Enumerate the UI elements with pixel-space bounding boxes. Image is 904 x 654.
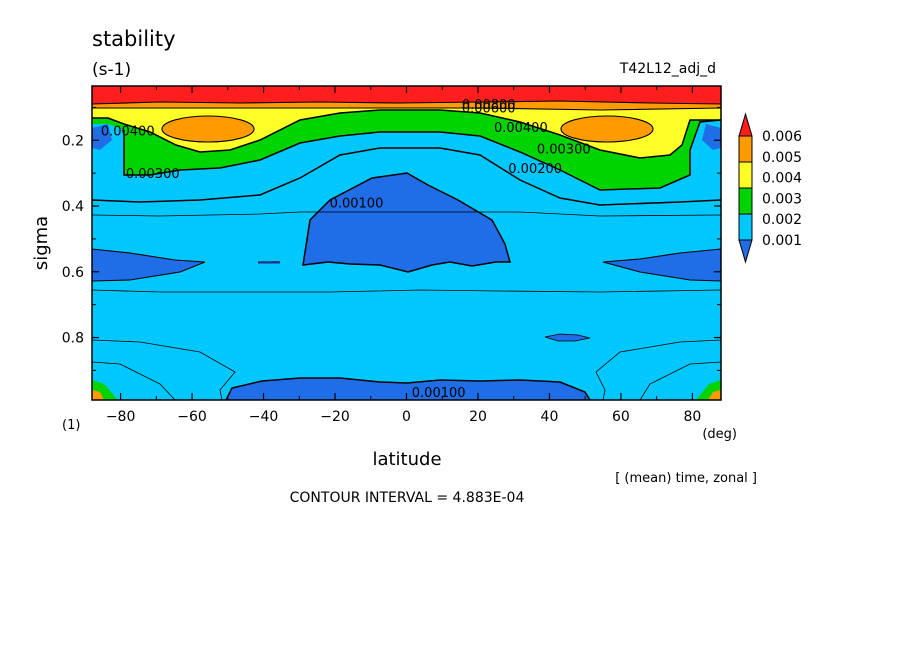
x-tick-label-0: −80	[106, 409, 136, 425]
y-axis: 0.2 0.4 0.6 0.8	[62, 106, 721, 371]
colorbar-label-2: 0.004	[762, 171, 802, 187]
fill-low-tropical	[303, 173, 510, 272]
colorbar-arrow-min	[738, 239, 753, 264]
contour-line-001-tropical	[302, 172, 511, 273]
x-tick-label-7: 60	[612, 409, 630, 425]
contour-line-001-north	[602, 248, 721, 282]
colorbar-label-4: 0.002	[762, 212, 802, 228]
contour-label-2: 0.00400	[494, 121, 548, 136]
contour-line-thin-mid	[92, 289, 721, 293]
chart-title: stability	[92, 27, 176, 51]
chart-units: (s-1)	[92, 60, 131, 80]
y-axis-title: sigma	[31, 216, 52, 270]
colorbar-swatch-3	[738, 213, 753, 241]
colorbar-swatch-1	[738, 161, 753, 189]
contour-line-max-north	[560, 115, 654, 143]
x-tick-label-6: 40	[541, 409, 559, 425]
y-tick-label-1: 0.4	[62, 199, 84, 215]
contour-line-003	[123, 119, 721, 191]
x-tick-label-8: 80	[683, 409, 701, 425]
contour-label-7: 0.00100	[330, 197, 384, 212]
colorbar-label-5: 0.001	[762, 233, 802, 249]
x-tick-label-1: −60	[177, 409, 207, 425]
colorbar-swatch-0	[738, 135, 753, 163]
contour-label-8: 0.00100	[412, 386, 466, 401]
contour-label-5: 0.00300	[126, 167, 180, 182]
colorbar-arrow-max	[738, 112, 753, 137]
contour-label-4: 0.00300	[537, 142, 591, 157]
contour-label-3: 0.00400	[101, 124, 155, 139]
contour-label-1: 0.00600	[462, 101, 516, 116]
contour-line-corner-sw	[92, 361, 176, 400]
contour-line-corner-se	[639, 361, 721, 400]
fill-low-north	[603, 249, 721, 281]
averaging-note: [ (mean) time, zonal ]	[615, 471, 757, 486]
x-axis-title: latitude	[372, 449, 441, 470]
fill-corner-sw-upper	[92, 124, 112, 150]
contour-label-0: 0.00800	[462, 98, 516, 113]
colorbar-label-3: 0.003	[762, 191, 802, 207]
x-tick-label-4: 0	[402, 409, 411, 425]
colorbar-label-1: 0.005	[762, 150, 802, 166]
contour-line-002	[92, 147, 721, 206]
y-axis-unit: (1)	[62, 418, 80, 433]
fill-corner-se-core	[708, 390, 721, 400]
y-tick-label-2: 0.6	[62, 265, 84, 281]
contour-line-004	[92, 109, 721, 159]
x-tick-label-3: −20	[320, 409, 350, 425]
contour-line-patch	[544, 333, 591, 342]
run-label: T42L12_adj_d	[619, 61, 716, 77]
x-axis: −80 −60 −40 −20 0 20 40 60 80	[106, 86, 701, 425]
fill-max-north	[561, 116, 653, 142]
contour-line-001-south	[92, 248, 206, 282]
fill-max-south	[162, 116, 254, 142]
contour-line-001-surface	[225, 377, 591, 400]
x-tick-label-2: −40	[249, 409, 279, 425]
contour-line-thin-south	[92, 339, 236, 400]
x-tick-label-5: 20	[469, 409, 487, 425]
contour-line-006	[92, 107, 721, 111]
contour-line-008	[92, 100, 721, 105]
fill-low-surface	[226, 378, 590, 400]
contour-line-thin-upper	[92, 211, 721, 217]
colorbar-label-0: 0.006	[762, 129, 802, 145]
y-tick-label-0: 0.2	[62, 133, 84, 149]
contour-interval: CONTOUR INTERVAL = 4.883E-04	[290, 490, 525, 506]
fill-low-south	[92, 249, 205, 281]
contour-line-thin-north	[595, 339, 721, 400]
contour-line-max-south	[161, 115, 255, 143]
fill-corner-ne-upper	[702, 124, 721, 150]
y-tick-label-3: 0.8	[62, 331, 84, 347]
colorbar-swatch-2	[738, 187, 753, 215]
x-axis-unit: (deg)	[702, 427, 737, 442]
fill-corner-sw-core	[92, 390, 104, 400]
colorbar: 0.006 0.005 0.004 0.003 0.002 0.001	[738, 112, 802, 264]
fill-low-patch	[545, 334, 590, 341]
fill-level-6	[92, 86, 721, 104]
contour-label-6: 0.00200	[508, 162, 562, 177]
